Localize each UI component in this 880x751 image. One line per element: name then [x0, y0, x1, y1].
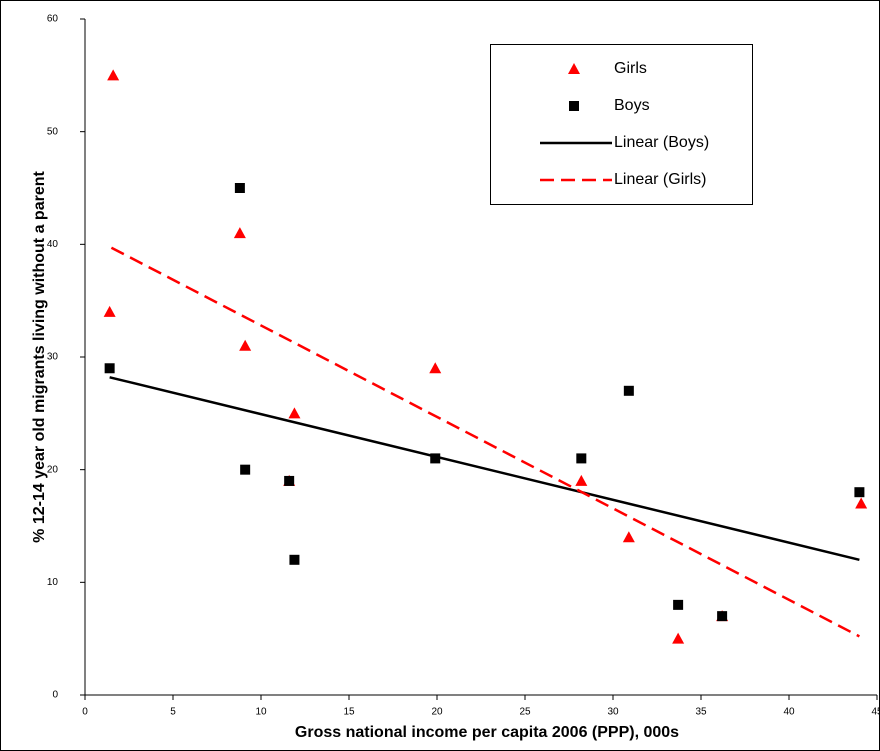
legend-label: Girls — [614, 60, 647, 77]
data-point — [103, 305, 116, 317]
x-tick-label: 0 — [82, 707, 88, 718]
legend-label: Linear (Boys) — [614, 134, 709, 151]
x-tick-label: 5 — [170, 707, 176, 718]
data-point — [673, 599, 684, 610]
data-point — [623, 385, 634, 396]
data-point — [284, 475, 295, 486]
x-tick-label: 10 — [255, 707, 267, 718]
x-tick-label: 40 — [783, 707, 795, 718]
y-tick-label: 20 — [47, 464, 59, 475]
y-tick-label: 50 — [47, 126, 59, 137]
data-point — [104, 363, 115, 374]
legend-marker — [568, 63, 580, 74]
data-point — [239, 339, 252, 351]
x-tick-label: 25 — [519, 707, 531, 718]
x-tick-label: 35 — [695, 707, 707, 718]
x-tick-label: 20 — [431, 707, 443, 718]
trend-line — [109, 376, 860, 562]
data-point — [240, 464, 251, 475]
data-point — [233, 227, 246, 239]
data-point — [717, 611, 728, 622]
x-tick-label: 45 — [871, 707, 880, 718]
data-point — [672, 632, 685, 644]
y-tick-label: 40 — [47, 239, 59, 250]
data-point — [430, 453, 441, 464]
trend-line — [110, 246, 860, 638]
y-tick-label: 10 — [47, 577, 59, 588]
y-tick-label: 30 — [47, 352, 59, 363]
data-point — [576, 453, 587, 464]
x-tick-label: 15 — [343, 707, 355, 718]
data-point — [575, 474, 588, 486]
data-point — [429, 362, 442, 374]
data-point — [622, 531, 635, 543]
legend-label: Boys — [614, 97, 650, 114]
data-point — [855, 497, 868, 509]
x-axis-title: Gross national income per capita 2006 (P… — [295, 724, 679, 741]
data-point — [288, 407, 301, 419]
legend-box — [490, 44, 753, 205]
legend-label: Linear (Girls) — [614, 171, 706, 188]
y-tick-label: 0 — [52, 690, 58, 701]
data-point — [107, 69, 120, 81]
y-tick-label: 60 — [47, 14, 59, 25]
data-point — [234, 183, 245, 193]
y-axis-title: % 12-14 year old migrants living without… — [31, 171, 48, 543]
legend-marker — [569, 101, 579, 111]
data-point — [854, 487, 865, 498]
data-point — [289, 554, 300, 565]
x-tick-label: 30 — [607, 707, 619, 718]
